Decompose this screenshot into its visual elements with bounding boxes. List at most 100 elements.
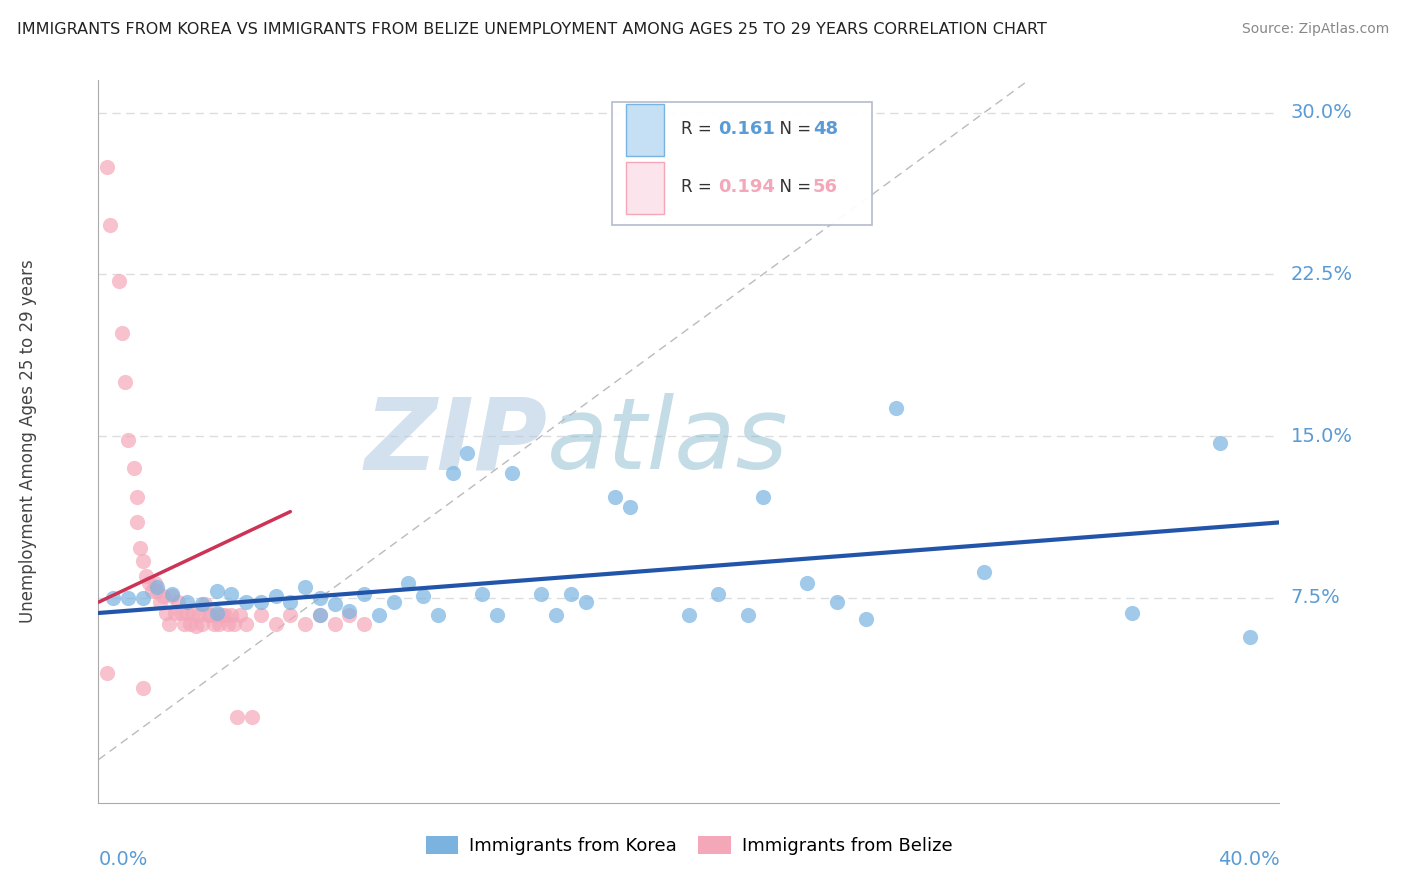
Text: ZIP: ZIP [364,393,547,490]
Point [235,595,257,609]
Text: R =: R = [681,120,717,138]
Point [128,541,150,556]
Point [98,218,121,232]
Point [214,608,236,623]
Text: 48: 48 [813,120,838,138]
Point [457,446,479,460]
Text: N =: N = [769,178,817,196]
Point [309,608,332,623]
Point [737,608,759,623]
Point [181,606,204,620]
Point [111,326,134,340]
Point [176,606,198,620]
Point [208,616,231,631]
Point [973,565,995,579]
Point [125,490,148,504]
Point [162,589,183,603]
Text: Source: ZipAtlas.com: Source: ZipAtlas.com [1241,22,1389,37]
Text: 22.5%: 22.5% [1291,265,1353,284]
Point [155,606,177,620]
Point [339,608,361,623]
Point [546,608,568,623]
Point [412,589,434,603]
Point [202,616,225,631]
Legend: Immigrants from Korea, Immigrants from Belize: Immigrants from Korea, Immigrants from B… [419,829,959,863]
Text: R =: R = [681,178,717,196]
FancyBboxPatch shape [626,162,664,214]
Point [157,616,180,631]
Point [486,608,509,623]
Text: 0.194: 0.194 [718,178,775,196]
Point [294,616,316,631]
Point [221,608,243,623]
Point [217,616,239,631]
Point [191,616,214,631]
Point [441,466,464,480]
Point [96,160,118,174]
Point [167,595,190,609]
Point [235,616,257,631]
Point [309,608,332,623]
Point [194,598,217,612]
Text: 0.0%: 0.0% [98,850,148,869]
Point [205,608,228,623]
FancyBboxPatch shape [626,104,664,156]
Point [280,595,302,609]
Point [339,604,361,618]
Point [427,608,450,623]
Point [96,666,118,681]
Text: 15.0%: 15.0% [1291,426,1353,446]
Point [560,586,582,600]
Point [575,595,598,609]
Point [752,490,775,504]
Point [176,595,198,609]
Point [368,608,391,623]
Point [184,619,207,633]
Point [398,575,420,590]
Point [250,608,273,623]
Point [146,584,169,599]
Point [530,586,553,600]
Point [280,608,302,623]
Point [240,709,263,723]
Point [501,466,523,480]
Point [165,606,187,620]
Point [146,580,169,594]
FancyBboxPatch shape [612,102,872,225]
Point [200,608,222,623]
Text: 40.0%: 40.0% [1218,850,1279,869]
Point [250,595,273,609]
Point [1239,630,1261,644]
Point [103,591,125,605]
Point [707,586,730,600]
Point [191,598,214,612]
Point [605,490,627,504]
Text: 30.0%: 30.0% [1291,103,1353,122]
Point [796,575,818,590]
Point [619,500,641,515]
Point [226,709,249,723]
Point [162,586,183,600]
Point [382,595,405,609]
Text: atlas: atlas [547,393,789,490]
Point [173,616,195,631]
Point [211,608,233,623]
Point [471,586,494,600]
Point [197,608,219,623]
Point [187,608,209,623]
Text: 0.161: 0.161 [718,120,775,138]
Point [132,681,155,696]
Point [229,608,252,623]
Point [143,575,166,590]
Point [1121,606,1143,620]
Text: Unemployment Among Ages 25 to 29 years: Unemployment Among Ages 25 to 29 years [18,260,37,624]
Point [353,616,375,631]
Point [678,608,700,623]
Point [108,274,131,288]
Point [152,589,174,603]
Point [135,569,157,583]
Point [264,589,287,603]
Point [323,598,346,612]
Text: N =: N = [769,120,817,138]
Point [884,401,907,416]
